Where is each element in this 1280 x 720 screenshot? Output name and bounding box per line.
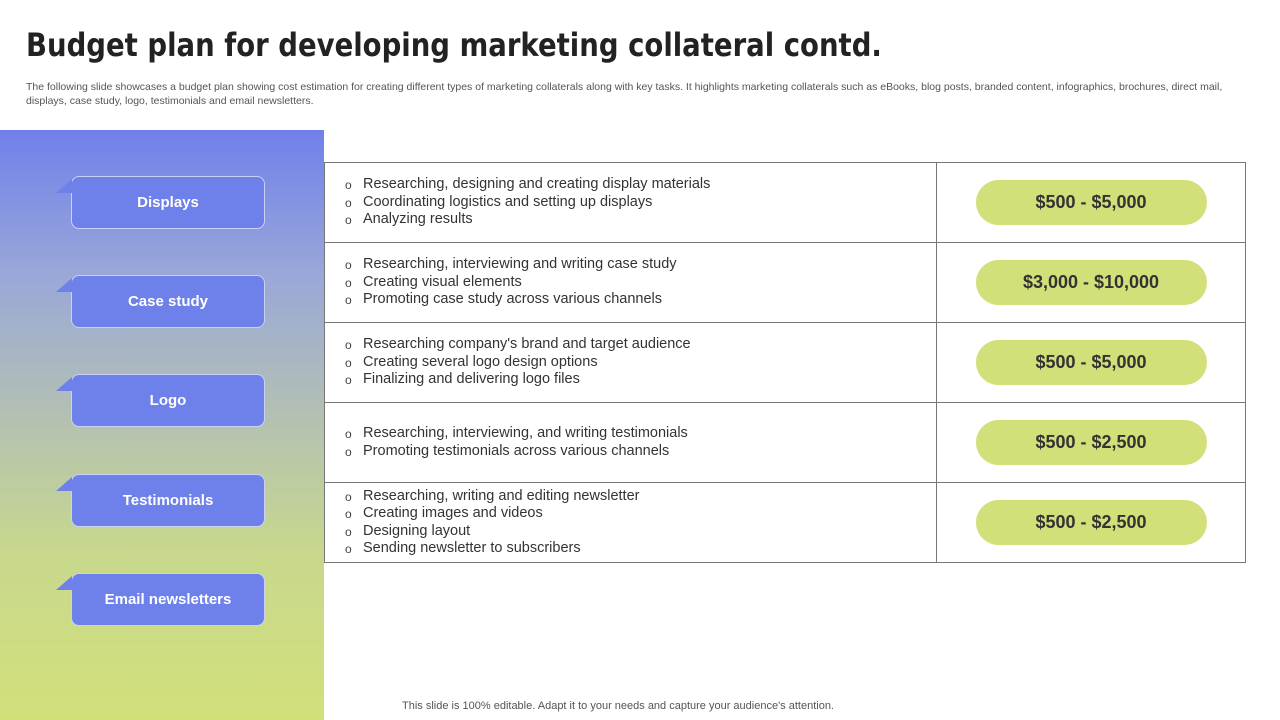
list-item: o Researching company's brand and target … [345,336,691,354]
circle-bullet-icon: o [345,507,352,521]
circle-bullet-icon: o [345,489,352,504]
task-list: o Researching, writing and editing newsle… [345,488,639,558]
task-cell: o Researching, writing and editing newsle… [325,483,937,562]
category-email-newsletters: Email newsletters [56,573,265,626]
circle-bullet-icon: o [345,213,352,228]
circle-bullet-icon: o [345,293,352,308]
page-title: Budget plan for developing marketing col… [26,26,882,64]
task-list: o Researching, interviewing, and writing … [345,425,688,460]
cost-badge: $3,000 - $10,000 [975,260,1207,305]
task-list: o Researching, designing and creating dis… [345,176,710,229]
callout-tab-icon [56,576,72,590]
circle-bullet-icon: o [345,444,352,459]
cost-badge: $500 - $5,000 [975,180,1207,225]
list-item: o Creating visual elements [345,274,677,292]
circle-bullet-icon: o [345,195,352,210]
list-item: o Researching, interviewing, and writing … [345,425,688,443]
list-item: o Researching, designing and creating dis… [345,176,710,194]
cost-badge: $500 - $2,500 [975,420,1207,465]
callout-tab-icon [56,477,72,491]
list-item: o Promoting testimonials across various c… [345,443,688,461]
cost-cell: $500 - $2,500 [937,483,1246,562]
list-item: o Coordinating logistics and setting up d… [345,194,710,212]
circle-bullet-icon: o [345,355,352,370]
circle-bullet-icon: o [345,338,352,353]
list-item: o Creating several logo design options [345,354,691,372]
category-case-study: Case study [56,275,265,328]
cost-cell: $3,000 - $10,000 [937,243,1246,322]
category-logo: Logo [56,374,265,427]
task-cell: o Researching company's brand and target … [325,323,937,402]
list-item: o Analyzing results [345,211,710,229]
list-item: o Promoting case study across various cha… [345,291,677,309]
circle-bullet-icon: o [345,524,352,539]
page-subtitle: The following slide showcases a budget p… [26,81,1223,107]
category-label: Case study [127,293,209,310]
circle-bullet-icon: o [345,427,352,441]
category-label: Displays [137,194,199,211]
list-item: o Finalizing and delivering logo files [345,371,691,389]
category-label: Logo [149,392,187,409]
circle-bullet-icon: o [345,275,352,290]
callout-tab-icon [56,179,72,193]
circle-bullet-icon: o [345,373,352,388]
budget-table: o Researching, designing and creating dis… [324,162,1246,563]
task-cell: o Researching, interviewing and writing c… [325,243,937,322]
category-sidebar: Displays Case study Logo Testimonials Em… [0,130,324,720]
cost-badge: $500 - $5,000 [975,340,1207,385]
table-row: o Researching, interviewing and writing c… [325,243,1246,323]
cost-cell: $500 - $5,000 [937,163,1246,242]
table-row: o Researching, interviewing, and writing … [325,403,1246,483]
circle-bullet-icon: o [345,178,352,193]
cost-cell: $500 - $5,000 [937,323,1246,402]
table-row: o Researching company's brand and target … [325,323,1246,403]
task-cell: o Researching, designing and creating dis… [325,163,937,242]
cost-badge: $500 - $2,500 [975,500,1207,545]
task-cell: o Researching, interviewing, and writing … [325,403,937,482]
footer-note: This slide is 100% editable. Adapt it to… [402,700,834,712]
circle-bullet-icon: o [345,542,352,556]
list-item: o Designing layout [345,523,639,541]
category-label: Email newsletters [104,591,232,608]
list-item: o Creating images and videos [345,505,639,523]
table-row: o Researching, designing and creating dis… [325,163,1246,243]
category-label: Testimonials [122,492,214,509]
task-list: o Researching company's brand and target … [345,336,691,389]
list-item: o Sending newsletter to subscribers [345,540,639,558]
category-testimonials: Testimonials [56,474,265,527]
cost-cell: $500 - $2,500 [937,403,1246,482]
list-item: o Researching, writing and editing newsle… [345,488,639,506]
task-list: o Researching, interviewing and writing c… [345,256,677,309]
table-row: o Researching, writing and editing newsle… [325,483,1246,563]
circle-bullet-icon: o [345,258,352,273]
callout-tab-icon [56,377,72,391]
category-displays: Displays [56,176,265,229]
callout-tab-icon [56,278,72,292]
list-item: o Researching, interviewing and writing c… [345,256,677,274]
